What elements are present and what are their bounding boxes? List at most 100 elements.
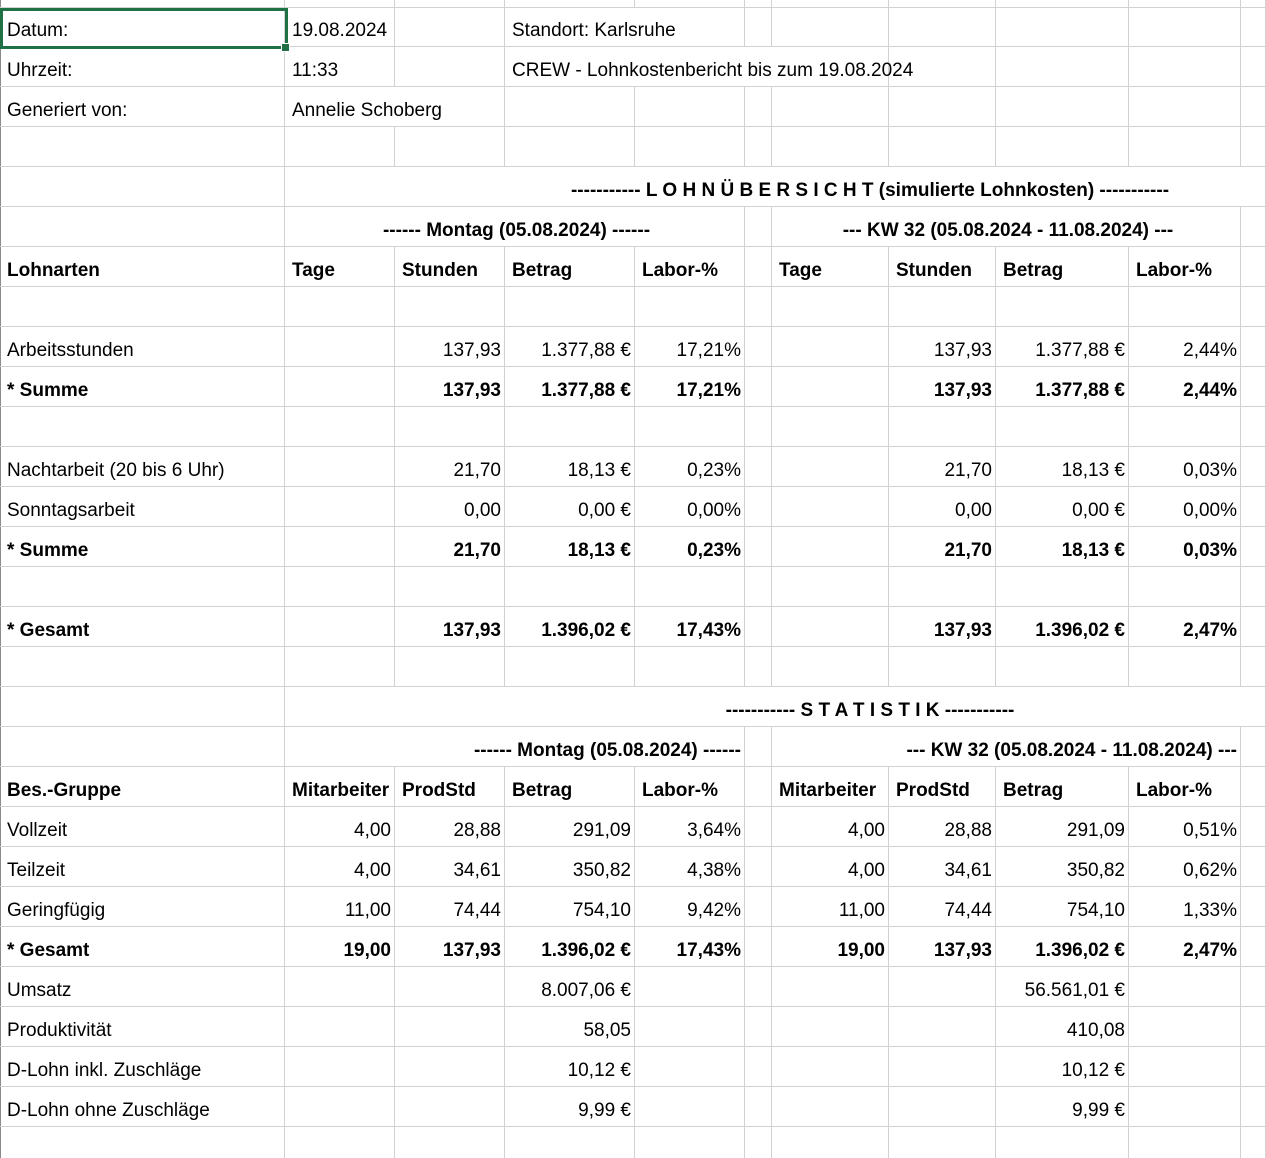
cell[interactable] [635,967,745,1007]
cell[interactable] [395,1087,505,1127]
cell[interactable] [395,287,505,327]
cell[interactable] [285,967,395,1007]
uebersicht-group-kw32[interactable]: --- KW 32 (05.08.2024 - 11.08.2024) --- [772,207,1241,247]
cell[interactable]: 4,00 [772,847,889,887]
cell[interactable] [745,607,772,647]
cell[interactable] [1129,567,1241,607]
cell[interactable] [772,407,889,447]
cell[interactable] [889,1007,996,1047]
cell[interactable]: 28,88 [395,807,505,847]
cell[interactable] [889,127,996,167]
cell[interactable] [285,527,395,567]
cell[interactable] [996,287,1129,327]
cell[interactable] [0,127,285,167]
cell[interactable]: Vollzeit [0,807,285,847]
cell[interactable]: 0,62% [1129,847,1241,887]
cell[interactable] [772,647,889,687]
cell[interactable] [285,607,395,647]
cell[interactable] [1241,8,1266,47]
cell[interactable] [1241,487,1266,527]
cell[interactable] [0,647,285,687]
cell[interactable]: 10,12 € [505,1047,635,1087]
cell[interactable] [635,647,745,687]
cell[interactable] [0,167,285,207]
col-header-lohnarten[interactable]: Lohnarten [0,247,285,287]
cell[interactable] [1241,807,1266,847]
cell[interactable] [996,87,1129,127]
cell[interactable] [745,8,772,47]
cell[interactable]: 0,51% [1129,807,1241,847]
cell[interactable] [1241,247,1266,287]
col-header-betrag-kw[interactable]: Betrag [996,247,1129,287]
cell[interactable] [0,727,285,767]
cell[interactable] [772,1047,889,1087]
cell-datum-label[interactable]: Datum: [0,8,285,47]
cell[interactable] [395,1007,505,1047]
cell[interactable] [1241,847,1266,887]
cell[interactable] [635,0,745,8]
cell[interactable]: D-Lohn ohne Zuschläge [0,1087,285,1127]
col-header-labor[interactable]: Labor-% [635,247,745,287]
cell[interactable] [772,567,889,607]
cell[interactable] [745,87,772,127]
cell[interactable] [745,847,772,887]
cell[interactable]: 0,00 € [505,487,635,527]
cell[interactable]: 137,93 [395,367,505,407]
col-header-stunden[interactable]: Stunden [395,247,505,287]
cell[interactable]: 0,00 [889,487,996,527]
cell[interactable] [889,8,996,47]
cell[interactable] [889,1047,996,1087]
cell[interactable] [0,1127,285,1158]
cell[interactable] [1241,327,1266,367]
col-header-tage-kw[interactable]: Tage [772,247,889,287]
cell[interactable] [285,487,395,527]
cell[interactable] [889,647,996,687]
col-header-betrag2[interactable]: Betrag [505,767,635,807]
col-header-labor2[interactable]: Labor-% [635,767,745,807]
cell[interactable] [1129,1127,1241,1158]
cell[interactable]: 21,70 [889,527,996,567]
col-header-betrag2-kw[interactable]: Betrag [996,767,1129,807]
cell[interactable] [745,367,772,407]
cell[interactable] [635,407,745,447]
cell[interactable] [772,87,889,127]
cell[interactable] [745,807,772,847]
cell[interactable] [1129,1007,1241,1047]
cell[interactable]: 0,00% [635,487,745,527]
cell[interactable]: 350,82 [996,847,1129,887]
cell[interactable]: 137,93 [395,927,505,967]
cell[interactable]: 74,44 [395,887,505,927]
cell[interactable] [285,287,395,327]
cell[interactable]: 2,47% [1129,927,1241,967]
cell[interactable] [0,0,285,8]
cell[interactable] [772,0,889,8]
cell[interactable]: Umsatz [0,967,285,1007]
cell[interactable]: 410,08 [996,1007,1129,1047]
cell[interactable] [285,1047,395,1087]
cell[interactable]: 1.396,02 € [996,927,1129,967]
cell[interactable] [1241,1087,1266,1127]
cell[interactable]: Produktivität [0,1007,285,1047]
col-header-besgruppe[interactable]: Bes.-Gruppe [0,767,285,807]
cell[interactable]: 1.377,88 € [996,367,1129,407]
cell[interactable] [1241,447,1266,487]
cell[interactable] [745,407,772,447]
cell[interactable]: Arbeitsstunden [0,327,285,367]
cell[interactable]: 0,23% [635,447,745,487]
cell[interactable] [889,0,996,8]
cell[interactable]: 17,21% [635,327,745,367]
cell[interactable]: 0,00% [1129,487,1241,527]
cell[interactable]: 3,64% [635,807,745,847]
cell[interactable] [889,567,996,607]
cell[interactable]: 137,93 [889,327,996,367]
cell[interactable]: * Gesamt [0,927,285,967]
col-header-prodstd[interactable]: ProdStd [395,767,505,807]
cell[interactable] [505,287,635,327]
cell[interactable]: 34,61 [395,847,505,887]
cell[interactable]: 0,03% [1129,447,1241,487]
cell[interactable] [1241,127,1266,167]
cell[interactable] [745,447,772,487]
cell[interactable] [745,0,772,8]
col-header-labor-kw[interactable]: Labor-% [1129,247,1241,287]
cell[interactable] [996,647,1129,687]
